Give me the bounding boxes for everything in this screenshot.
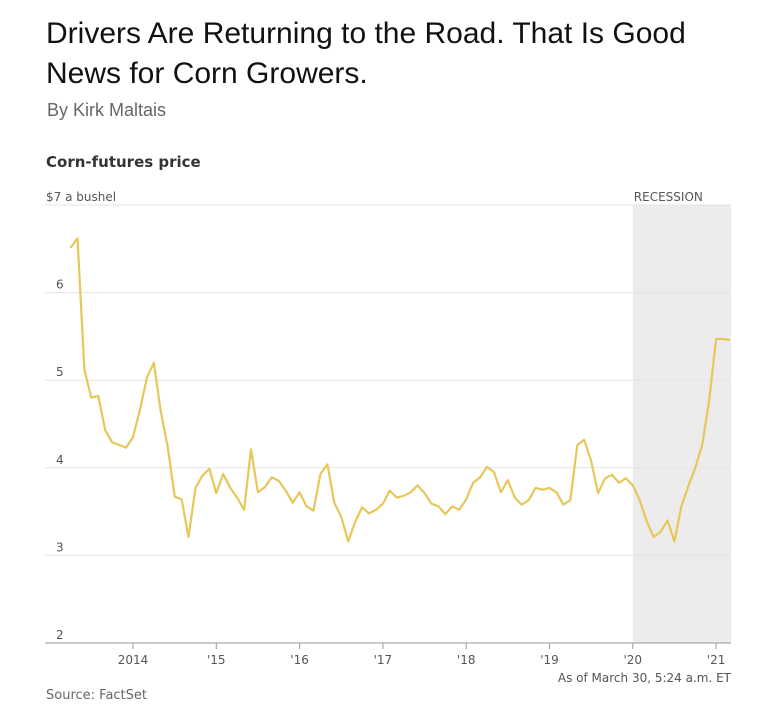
x-tick-label: '16 bbox=[290, 653, 309, 667]
y-tick-label: 2 bbox=[56, 628, 64, 642]
y-tick-label: 6 bbox=[56, 278, 64, 292]
recession-shading bbox=[632, 205, 731, 643]
x-tick-label: '20 bbox=[624, 653, 643, 667]
article-title: Drivers Are Returning to the Road. That … bbox=[46, 17, 686, 90]
as-of-note: As of March 30, 5:24 a.m. ET bbox=[558, 671, 732, 685]
x-tick-label: '15 bbox=[207, 653, 226, 667]
y-tick-label: $7 a bushel bbox=[46, 190, 116, 204]
recession-label: RECESSION bbox=[634, 190, 703, 204]
y-tick-label: 5 bbox=[56, 365, 64, 379]
x-tick-label: 2014 bbox=[118, 653, 149, 667]
chart-title: Corn-futures price bbox=[46, 153, 201, 171]
x-tick-label: '17 bbox=[374, 653, 393, 667]
source-note: Source: FactSet bbox=[46, 688, 148, 703]
y-tick-label: 4 bbox=[56, 453, 64, 467]
x-tick-label: '18 bbox=[457, 653, 476, 667]
byline: By Kirk Maltais bbox=[47, 100, 167, 120]
price-line bbox=[69, 237, 731, 543]
x-tick-label: '19 bbox=[540, 653, 559, 667]
y-tick-label: 3 bbox=[56, 540, 64, 554]
x-tick-label: '21 bbox=[707, 653, 726, 667]
